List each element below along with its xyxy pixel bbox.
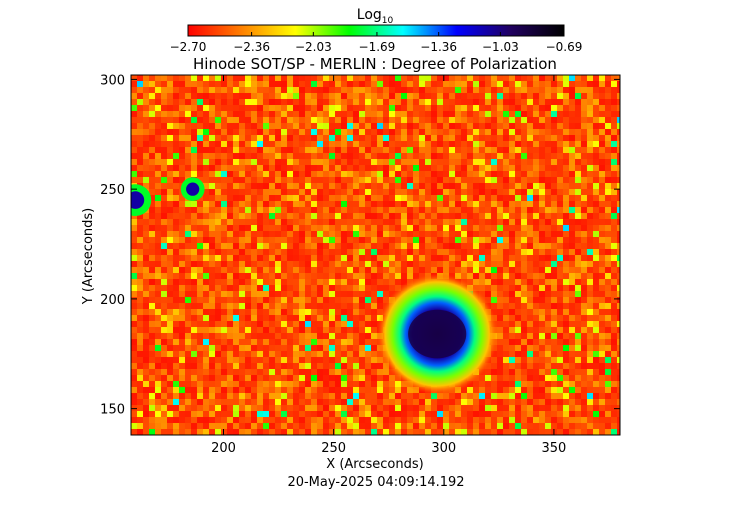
colorbar	[187, 24, 565, 37]
colorbar-tick-label: −1.03	[482, 40, 519, 54]
colorbar-title: Log10	[357, 7, 394, 26]
y-tick-label: 200	[100, 293, 125, 308]
colorbar-tick-label: −0.69	[546, 40, 583, 54]
plot-frame	[130, 74, 621, 436]
y-axis-label: Y (Arcseconds)	[81, 208, 96, 305]
y-tick-label: 300	[100, 73, 125, 88]
y-tick-label: 250	[100, 183, 125, 198]
colorbar-title-main: Log	[357, 7, 382, 23]
axis-ticks: 200 250 300 350 150 200 250 300	[100, 73, 620, 456]
x-tick-label: 300	[431, 441, 456, 456]
heatmap-cells	[131, 75, 620, 435]
colorbar-tick-label: −2.03	[295, 40, 332, 54]
pore	[131, 191, 145, 209]
colorbar-title-sub: 10	[382, 16, 394, 26]
x-tick-label: 200	[211, 441, 236, 456]
colorbar-tick-label: −2.36	[233, 40, 270, 54]
x-tick-label: 250	[321, 441, 346, 456]
colorbar-tick-label: −1.69	[359, 40, 396, 54]
x-axis-label: X (Arcseconds)	[326, 457, 423, 472]
pore	[186, 182, 200, 196]
colorbar-tick-label: −2.70	[170, 40, 207, 54]
y-tick-label: 150	[100, 403, 125, 418]
x-tick-label: 350	[542, 441, 567, 456]
timestamp: 20-May-2025 04:09:14.192	[287, 475, 464, 490]
chart-title: Hinode SOT/SP - MERLIN : Degree of Polar…	[193, 55, 557, 73]
sunspot-umbra	[408, 309, 467, 359]
colorbar-tick-label: −1.36	[420, 40, 457, 54]
colorbar-ticks: −2.70 −2.36 −2.03 −1.69 −1.36 −1.03 −0.69	[170, 32, 583, 54]
